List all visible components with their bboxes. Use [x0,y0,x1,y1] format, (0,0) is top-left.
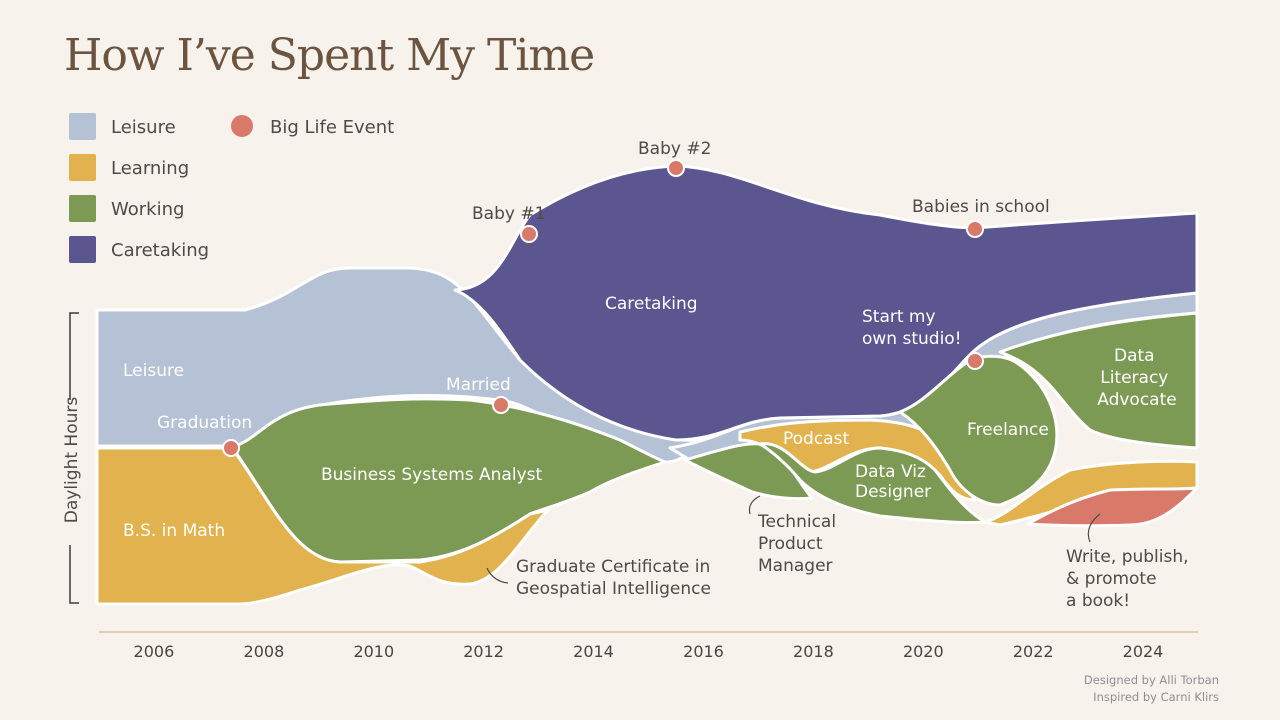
legend-label-working: Working [111,199,184,220]
legend-label-learning: Learning [111,158,189,179]
chart-title: How I’ve Spent My Time [64,30,595,81]
book-line3: a book! [1066,591,1130,611]
credits: Designed by Alli Torban Inspired by Carn… [1084,672,1219,706]
leader-tpm [748,495,761,515]
book-line2: & promote [1066,569,1157,589]
stream-label-grad-cert: Graduate Certificate in Geospatial Intel… [516,557,716,599]
credit-inspiration: Inspired by Carni Klirs [1093,690,1219,704]
event-markers: Graduation Married Baby #1 Baby #2 Babie… [157,139,1050,457]
legend: Leisure Learning Working Caretaking Big … [69,113,394,263]
stream-label-leisure: Leisure [123,361,184,381]
event-dot-studio [966,352,984,370]
legend-swatch-leisure [69,113,96,140]
event-dot-baby2 [667,159,685,177]
credit-designer: Designed by Alli Torban [1083,673,1219,687]
stream-label-book: Write, publish, & promote a book! [1066,547,1194,611]
stream-data-literacy-advocate [998,311,1199,450]
event-dot-baby1 [520,225,538,243]
event-dot-babies-school [966,220,984,238]
stream-label-data-viz: Data Viz Designer [855,462,931,502]
event-label-graduation: Graduation [157,413,252,433]
stream-labels: Leisure B.S. in Math Business Systems An… [123,294,1194,611]
event-label-baby2: Baby #2 [638,139,711,159]
legend-label-caretaking: Caretaking [111,240,209,261]
legend-label-leisure: Leisure [111,117,176,138]
legend-label-event: Big Life Event [270,117,394,138]
stream-book [1026,486,1199,528]
x-tick-2008: 2008 [244,642,285,661]
dla-line2: Literacy [1100,368,1168,388]
stream-label-freelance: Freelance [967,420,1049,440]
grad-cert-line2: Geospatial Intelligence [516,579,711,599]
legend-swatch-working [69,195,96,222]
stream-label-caretaking: Caretaking [605,294,698,314]
stream-label-podcast: Podcast [783,429,849,449]
legend-swatch-learning [69,154,96,181]
x-tick-2024: 2024 [1123,642,1164,661]
stream-label-dla: Data Literacy Advocate [1097,346,1176,410]
event-label-married: Married [446,375,511,395]
studio-line2: own studio! [862,329,962,349]
tpm-line3: Manager [758,556,833,576]
x-tick-2016: 2016 [683,642,724,661]
x-tick-2020: 2020 [903,642,944,661]
x-axis: 2006 2008 2010 2012 2014 2016 2018 2020 2022 2024 [99,631,1198,661]
leader-grad-cert [486,567,509,584]
stream-bs-in-math [95,446,550,606]
legend-event-dot [231,115,253,137]
studio-line1: Start my [862,307,936,327]
streams [95,164,1199,606]
x-tick-2010: 2010 [353,642,394,661]
x-tick-2014: 2014 [573,642,614,661]
tpm-line2: Product [758,534,823,554]
x-tick-2012: 2012 [463,642,504,661]
stream-data-viz-designer [758,442,987,525]
data-viz-line2: Designer [855,482,931,502]
y-bracket-top [69,312,79,400]
leader-book [1087,513,1101,543]
tpm-line1: Technical [757,512,836,532]
stream-caretaking [453,164,1199,442]
stream-label-tpm: Technical Product Manager [757,512,841,576]
event-dot-graduation [222,439,240,457]
event-label-babies-school: Babies in school [912,197,1050,217]
x-tick-2018: 2018 [793,642,834,661]
y-axis: Daylight Hours [62,312,82,604]
event-label-baby1: Baby #1 [472,204,545,224]
x-tick-2006: 2006 [134,642,175,661]
event-dot-married [492,396,510,414]
y-bracket-bottom [69,545,79,604]
dla-line3: Advocate [1097,390,1176,410]
dla-line1: Data [1114,346,1155,366]
grad-cert-line1: Graduate Certificate in [516,557,710,577]
stream-label-bsa: Business Systems Analyst [321,465,542,485]
data-viz-line1: Data Viz [855,462,926,482]
x-tick-2022: 2022 [1013,642,1054,661]
event-label-studio: Start my own studio! [862,307,962,349]
legend-swatch-caretaking [69,236,96,263]
y-axis-label: Daylight Hours [62,397,82,524]
stream-business-systems-analyst [230,397,667,564]
x-ticks: 2006 2008 2010 2012 2014 2016 2018 2020 2022 2024 [134,642,1164,661]
book-line1: Write, publish, [1066,547,1189,567]
stream-label-bs-math: B.S. in Math [123,521,225,541]
